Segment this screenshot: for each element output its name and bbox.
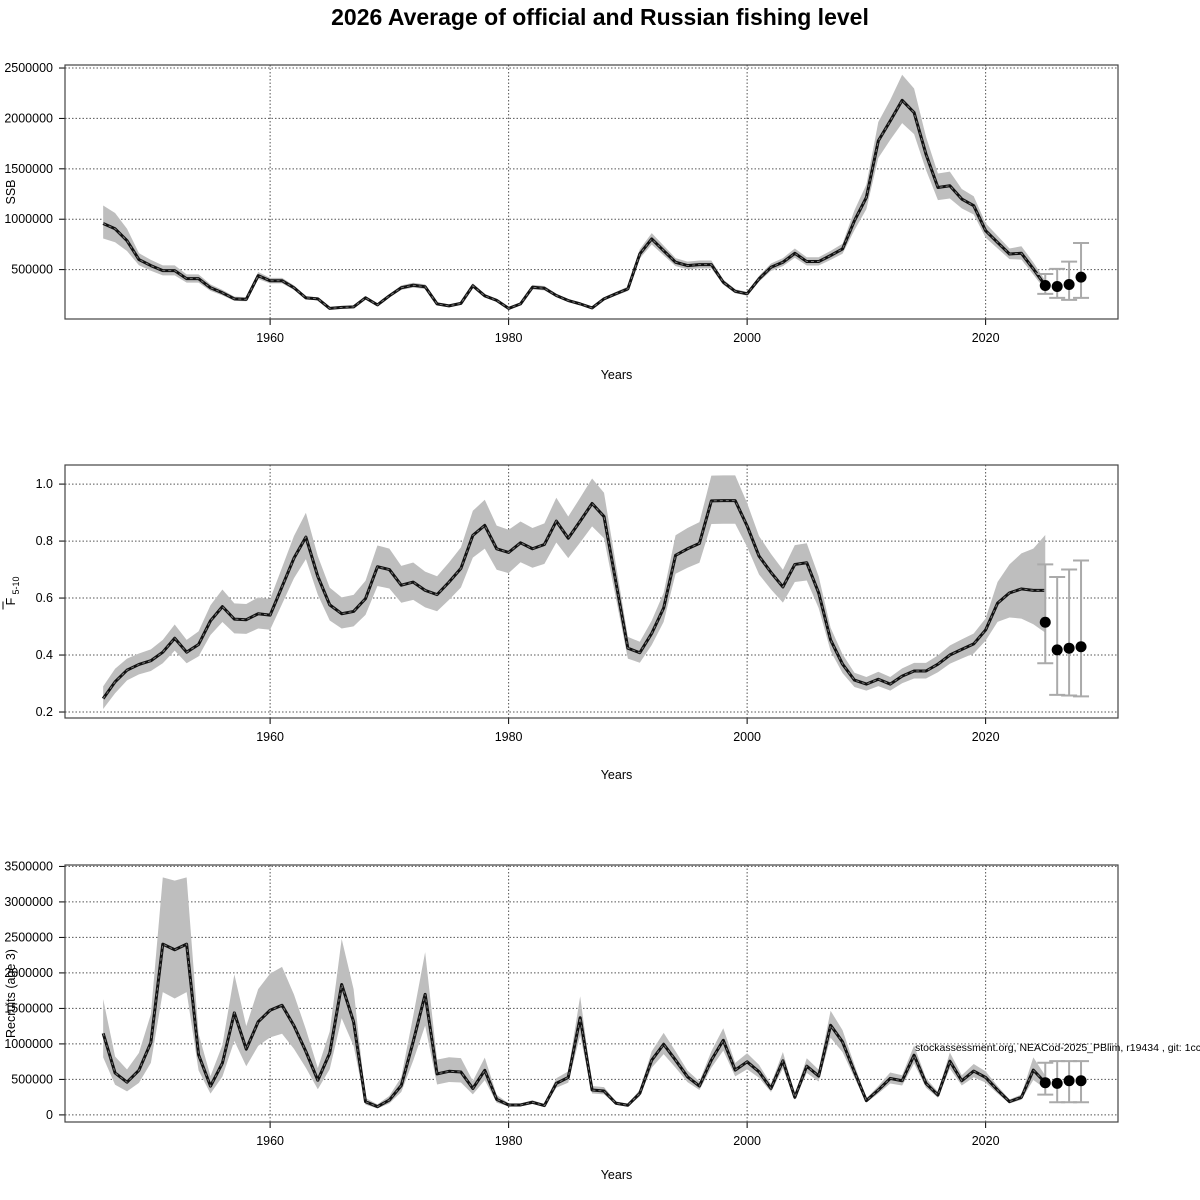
estimate-line <box>102 98 1047 310</box>
projection-point <box>1063 1075 1075 1087</box>
y-tick-label: 0.8 <box>36 534 53 548</box>
projection-point <box>1075 641 1087 653</box>
confidence-band <box>103 877 1046 1109</box>
y-tick-label: 2000000 <box>4 966 53 980</box>
y-axis-label-subscript: 5-10 <box>11 576 21 594</box>
projection-point <box>1039 616 1051 628</box>
x-axis-label: Years <box>601 368 633 382</box>
x-tick-label: 2000 <box>733 331 761 345</box>
estimate-line-dashes <box>102 500 1046 699</box>
x-axis-label: Years <box>601 768 633 782</box>
confidence-band <box>103 74 1046 310</box>
estimate-line-dashes <box>102 99 1046 309</box>
projection-point <box>1039 280 1051 292</box>
y-axis-label: F <box>4 597 18 605</box>
y-tick-label: 3500000 <box>4 859 53 873</box>
panel-recruits: 1960 1980 2000 2020 0 500000 1000000 1500000 200… <box>4 859 1119 1182</box>
x-tick-label: 1960 <box>256 1134 284 1148</box>
projection-point <box>1063 642 1075 654</box>
y-tick-label: 0 <box>46 1108 53 1122</box>
y-tick-label: 1500000 <box>4 1001 53 1015</box>
chart-title: 2026 Average of official and Russian fis… <box>331 4 869 30</box>
y-tick-label: 1000000 <box>4 1037 53 1051</box>
y-axis-label: Recruits (age 3) <box>4 949 18 1038</box>
y-tick-label: 500000 <box>11 1072 53 1086</box>
x-tick-label: 2020 <box>972 730 1000 744</box>
panel-fbar: 1960 1980 2000 2020 0.2 0.4 0.6 0.8 1.0 Years F 5-1… <box>2 464 1119 782</box>
projection-point <box>1051 644 1063 656</box>
plot-frame <box>64 864 1119 1123</box>
x-tick-label: 2020 <box>972 1134 1000 1148</box>
x-tick-label: 1960 <box>256 331 284 345</box>
y-tick-label: 1000000 <box>4 212 53 226</box>
y-tick-label: 0.4 <box>36 648 53 662</box>
projection-point <box>1039 1077 1051 1089</box>
x-tick-label: 1980 <box>495 730 523 744</box>
watermark-text: stockassessment.org, NEACod-2025_PBlim, … <box>915 1042 1200 1054</box>
y-tick-label: 2000000 <box>4 111 53 125</box>
projection-point <box>1051 1077 1063 1089</box>
projection-point <box>1063 279 1075 291</box>
panel-ssb: 1960 1980 2000 2020 500000 1000000 1500000 2000… <box>4 61 1119 382</box>
plot-frame <box>64 64 1119 320</box>
estimate-line-dashes <box>102 943 1046 1108</box>
y-tick-label: 500000 <box>11 263 53 277</box>
y-tick-label: 2500000 <box>4 930 53 944</box>
x-axis-label: Years <box>601 1168 633 1182</box>
y-tick-label: 0.2 <box>36 705 53 719</box>
y-tick-label: 1.0 <box>36 477 53 491</box>
confidence-band <box>103 475 1046 710</box>
x-tick-label: 2020 <box>972 331 1000 345</box>
x-tick-label: 1960 <box>256 730 284 744</box>
y-tick-label: 2500000 <box>4 61 53 75</box>
plot-frame <box>64 464 1119 719</box>
projection-point <box>1075 1075 1087 1087</box>
y-axis-label: SSB <box>4 179 18 204</box>
x-tick-label: 1980 <box>495 331 523 345</box>
y-tick-label: 0.6 <box>36 591 53 605</box>
projection-point <box>1075 271 1087 283</box>
x-tick-label: 2000 <box>733 1134 761 1148</box>
y-tick-label: 1500000 <box>4 162 53 176</box>
projection-point <box>1051 281 1063 293</box>
x-tick-label: 2000 <box>733 730 761 744</box>
y-tick-label: 3000000 <box>4 895 53 909</box>
x-tick-label: 1980 <box>495 1134 523 1148</box>
